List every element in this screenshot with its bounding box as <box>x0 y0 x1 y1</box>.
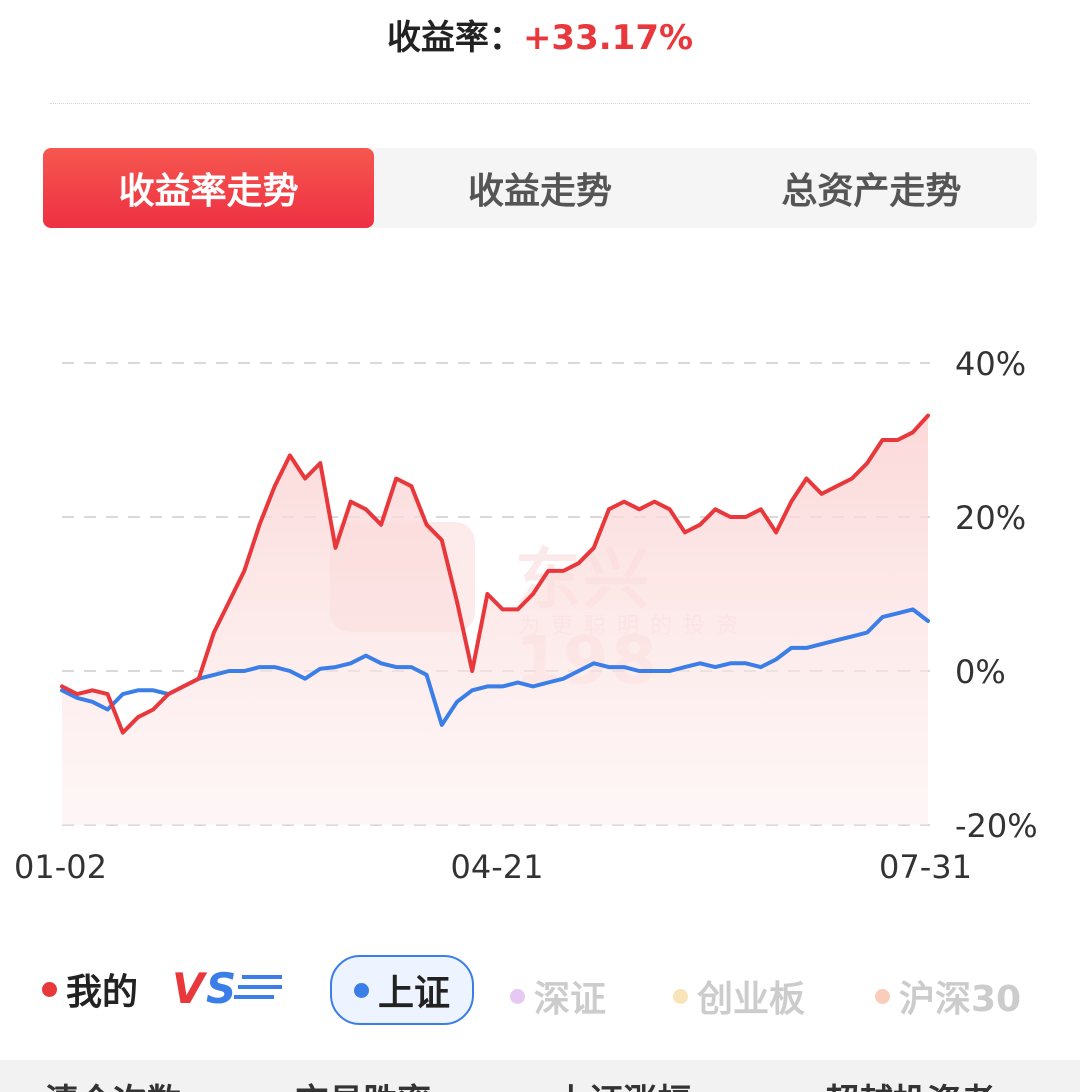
bottom-tab-win-rate[interactable]: 交易胜率 <box>295 1074 431 1092</box>
shanghai-index-line <box>60 607 930 727</box>
x-tick-label: 01-02 <box>14 848 107 886</box>
legend: 我的 V S 上证 深证 创业板 沪深30 <box>0 955 1080 1030</box>
legend-chinext-label: 创业板 <box>697 979 806 1020</box>
chart-tabs: 收益率走势 收益走势 总资产走势 <box>43 148 1037 228</box>
yield-label: 收益率： <box>386 18 523 58</box>
legend-shanghai-dot <box>354 982 369 998</box>
vs-icon: V S <box>172 964 282 1009</box>
legend-chinext[interactable]: 创业板 <box>673 970 805 1022</box>
legend-chinext-dot <box>673 988 688 1004</box>
legend-csi300-dot <box>875 988 890 1004</box>
legend-csi300[interactable]: 沪深30 <box>875 970 1025 1022</box>
y-tick-label: 40% <box>955 345 1026 383</box>
my-yield-area <box>62 415 928 825</box>
legend-mine-dot <box>42 981 57 997</box>
legend-mine: 我的 <box>42 963 138 1015</box>
bottom-tab-index-gain[interactable]: 上证涨幅 <box>555 1074 691 1092</box>
legend-shanghai-label: 上证 <box>378 973 451 1014</box>
my-yield-line <box>60 413 930 735</box>
tab-assets-trend[interactable]: 总资产走势 <box>781 171 962 212</box>
legend-mine-label: 我的 <box>66 972 139 1013</box>
y-tick-label: -20% <box>955 807 1038 845</box>
svg-text:S: S <box>206 964 236 1009</box>
tab-profit-trend[interactable]: 收益走势 <box>467 171 612 212</box>
svg-text:V: V <box>172 964 208 1009</box>
yield-chart: 40% 20% 0% -20% 01-02 04-21 07-31 <box>14 345 1038 886</box>
bottom-tab-beat-investors[interactable]: 超越投资者 <box>825 1074 995 1092</box>
tab-yield-trend[interactable]: 收益率走势 <box>43 148 375 228</box>
x-tick-label: 04-21 <box>451 848 544 886</box>
yield-value: +33.17% <box>522 18 694 58</box>
y-tick-label: 20% <box>955 499 1026 537</box>
bottom-stats-tabs: 清仓次数 交易胜率 上证涨幅 超越投资者 <box>0 1060 1080 1092</box>
yield-header: 收益率：+33.17% <box>0 14 1080 62</box>
legend-shenzhen[interactable]: 深证 <box>510 970 606 1022</box>
y-tick-label: 0% <box>955 653 1006 691</box>
legend-shenzhen-dot <box>510 988 525 1004</box>
x-tick-label: 07-31 <box>879 848 972 886</box>
legend-shanghai[interactable]: 上证 <box>330 955 475 1025</box>
dotted-divider <box>50 103 1030 104</box>
bottom-tab-clear-count[interactable]: 清仓次数 <box>45 1074 181 1092</box>
legend-shenzhen-label: 深证 <box>534 979 607 1020</box>
legend-csi300-label: 沪深30 <box>899 979 1022 1020</box>
